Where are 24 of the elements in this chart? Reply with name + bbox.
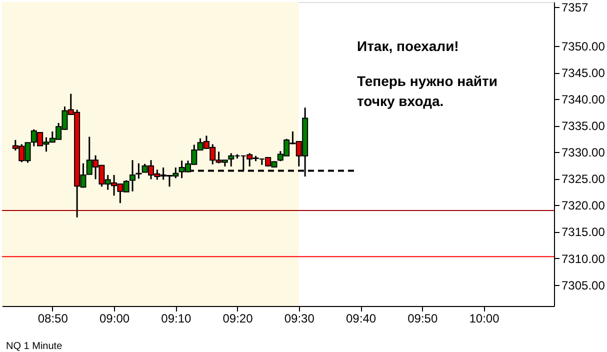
annotation: Теперь нужно найти точку входа.	[357, 73, 498, 109]
y-tick-label: 7350.00	[562, 40, 606, 54]
y-tick-label: 7320.00	[562, 198, 606, 213]
y-tick-label: 7345.00	[562, 66, 606, 80]
y-tick-label: 7335.00	[562, 119, 606, 134]
x-tick-label: 09:00	[100, 312, 130, 326]
annotation: Итак, поехали!	[357, 38, 459, 54]
candlestick	[136, 162, 142, 180]
y-tick-label: 7315.00	[562, 225, 606, 240]
y-tick-label: 7340.00	[562, 92, 606, 107]
x-tick-label: 10:00	[469, 312, 500, 326]
x-tick-label: 09:10	[161, 312, 192, 326]
candlestick	[130, 159, 136, 192]
x-tick-label: 09:30	[284, 312, 315, 326]
x-tick-label: 08:50	[38, 312, 68, 326]
text: NQ 1 Minute	[6, 341, 63, 352]
x-tick-label: 09:20	[222, 312, 254, 326]
y-tick-label: 7310.00	[562, 252, 606, 266]
y-tick-label: 7305.00	[562, 278, 606, 292]
x-tick-label: 09:40	[346, 312, 376, 326]
y-tick-label: 7357	[562, 0, 589, 14]
y-tick-label: 7325.00	[562, 172, 606, 186]
x-tick-label: 09:50	[408, 312, 438, 326]
y-tick-label: 7330.00	[562, 146, 606, 160]
